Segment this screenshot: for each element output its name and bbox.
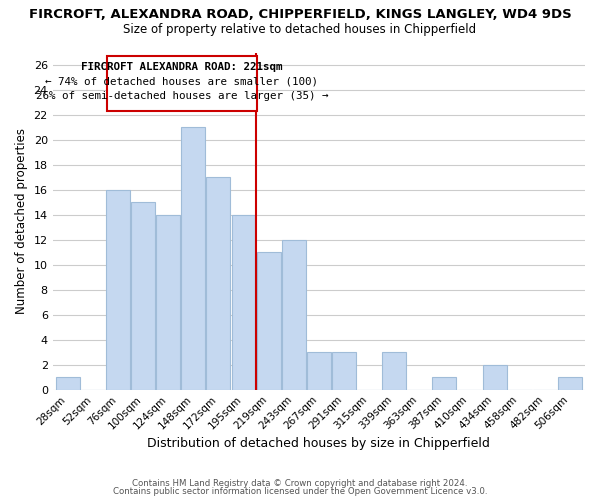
Bar (482, 364, 506, 390)
FancyBboxPatch shape (107, 56, 257, 111)
Bar (282, 240, 305, 390)
Bar (106, 190, 130, 390)
X-axis label: Distribution of detached houses by size in Chipperfield: Distribution of detached houses by size … (148, 437, 490, 450)
Text: FIRCROFT ALEXANDRA ROAD: 221sqm: FIRCROFT ALEXANDRA ROAD: 221sqm (81, 62, 283, 72)
Bar (206, 178, 230, 390)
Text: Contains public sector information licensed under the Open Government Licence v3: Contains public sector information licen… (113, 487, 487, 496)
Bar (433, 377, 457, 390)
Bar (156, 215, 180, 390)
Bar (332, 352, 356, 390)
Bar (558, 377, 582, 390)
Bar (307, 352, 331, 390)
Bar (382, 352, 406, 390)
Bar (257, 252, 281, 390)
Bar (232, 215, 256, 390)
Text: Size of property relative to detached houses in Chipperfield: Size of property relative to detached ho… (124, 22, 476, 36)
Text: ← 74% of detached houses are smaller (100): ← 74% of detached houses are smaller (10… (46, 76, 319, 86)
Bar (56, 377, 80, 390)
Text: Contains HM Land Registry data © Crown copyright and database right 2024.: Contains HM Land Registry data © Crown c… (132, 478, 468, 488)
Y-axis label: Number of detached properties: Number of detached properties (15, 128, 28, 314)
Bar (131, 202, 155, 390)
Bar (181, 128, 205, 390)
Text: FIRCROFT, ALEXANDRA ROAD, CHIPPERFIELD, KINGS LANGLEY, WD4 9DS: FIRCROFT, ALEXANDRA ROAD, CHIPPERFIELD, … (29, 8, 571, 20)
Text: 26% of semi-detached houses are larger (35) →: 26% of semi-detached houses are larger (… (36, 90, 328, 101)
